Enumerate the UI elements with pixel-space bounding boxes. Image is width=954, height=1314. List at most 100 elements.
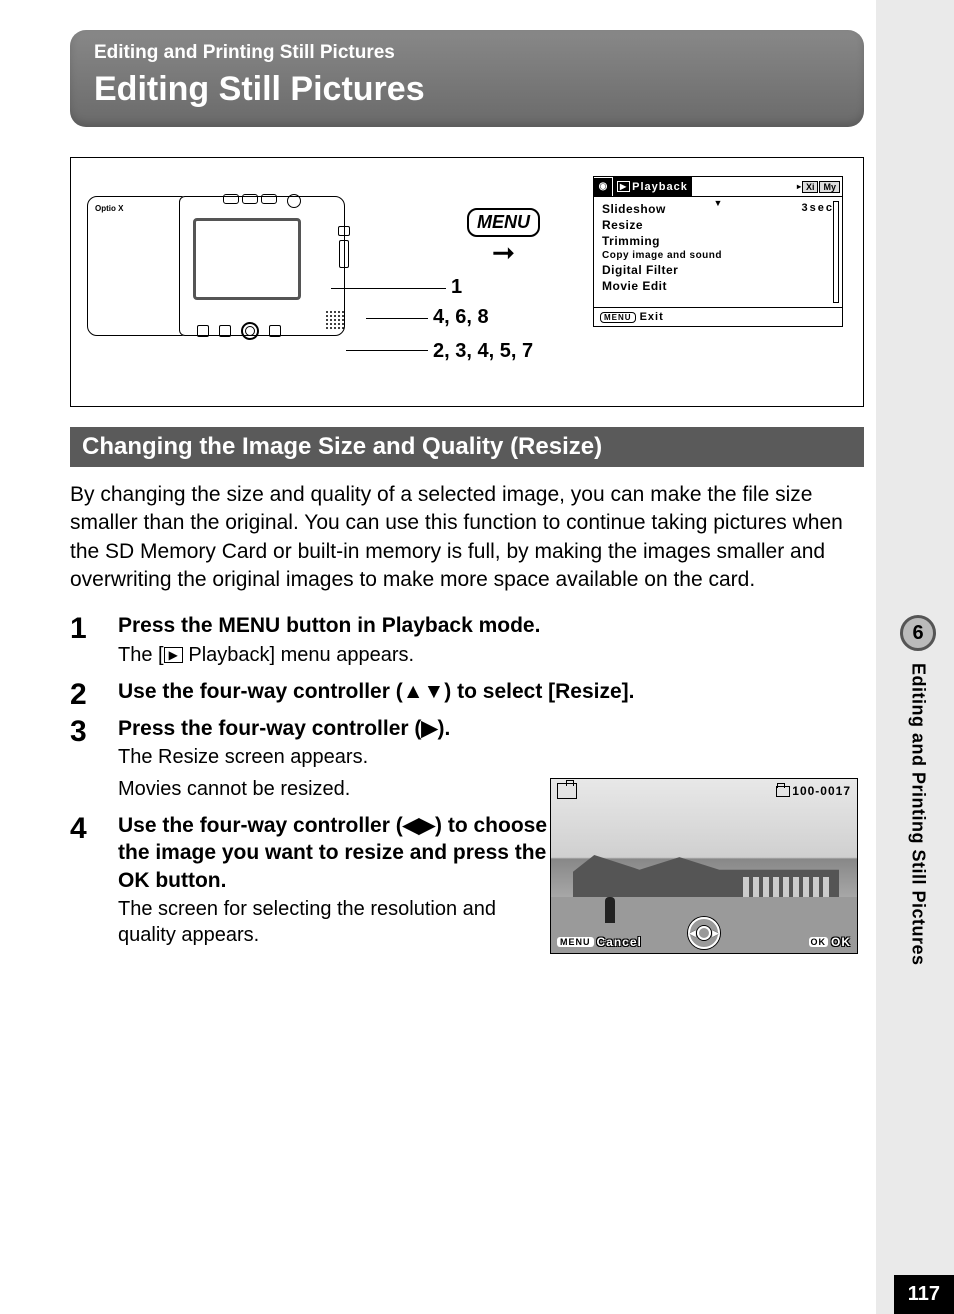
camera-top-buttons [223,194,277,204]
camera-illustration: Optio X [87,182,357,342]
menu-item-resize: Resize [602,217,834,233]
camera-top-button [261,194,277,204]
side-chapter-tab: 6 Editing and Printing Still Pictures [882,615,954,966]
header-subtitle: Editing and Printing Still Pictures [94,42,840,64]
chapter-number-circle: 6 [900,615,936,651]
step-body: Use the four-way controller (▲▼) to sele… [118,678,864,711]
step-description: The Resize screen appears. [118,744,548,770]
lcd-footer: MENU Exit [594,307,842,326]
playback-tab-label: Playback [632,181,688,193]
step-desc-text: Playback] menu appears. [183,644,414,666]
camera-side-button [338,226,350,236]
camera-speaker-dots [325,310,345,330]
step-title-text: button in Playback mode. [280,614,540,637]
cancel-text: Cancel [597,935,642,949]
lcd-menu-screen: ◉ ▶ Playback ▸ Xi My ▼ Slideshow 3sec [593,176,843,327]
callout-line [331,288,446,289]
chapter-header: Editing and Printing Still Pictures Edit… [70,30,864,127]
menu-item-label: Slideshow [602,202,666,216]
tab-indicator-icon: ▸ [797,182,801,191]
callout-label-1: 1 [451,276,462,299]
ok-badge: OK [809,937,829,947]
intro-paragraph: By changing the size and quality of a se… [70,481,864,594]
lcd-menu-body: ▼ Slideshow 3sec Resize Trimming Copy im… [594,197,842,307]
resize-icon [557,783,577,799]
menu-item-trimming: Trimming [602,233,834,249]
page-number: 117 [894,1275,954,1314]
header-title: Editing Still Pictures [94,70,840,109]
camera-top-button [242,194,258,204]
lcd-tab-xi: Xi [802,181,819,193]
camera-lcd [193,218,301,300]
camera-top-button [223,194,239,204]
menu-item-movie-edit: Movie Edit [602,278,834,294]
menu-badge: MENU [600,312,636,323]
diagram-container: Optio X 1 4, 6, 8 2, 3, [70,157,864,407]
callout-line [366,318,428,319]
folder-number: 100-0017 [792,784,851,798]
step-body: Press the four-way controller (▶). The R… [118,715,548,808]
step-number: 3 [70,715,118,808]
step-title: Use the four-way controller (◀▶) to choo… [118,812,548,894]
section-heading: Changing the Image Size and Quality (Res… [70,427,864,467]
playback-tab: ▶ Playback [613,177,692,196]
step-title-text: button. [150,869,227,892]
menu-item-label: Copy image and sound [602,250,722,261]
step-body: Press the MENU button in Playback mode. … [118,612,864,673]
chapter-side-label: Editing and Printing Still Pictures [908,663,929,966]
preview-windows [743,877,833,897]
step-number: 4 [70,812,118,954]
camera-bottom-icon [269,325,281,337]
step-description: Movies cannot be resized. [118,776,548,802]
callout-label-2: 4, 6, 8 [433,306,489,329]
step-title: Press the MENU button in Playback mode. [118,612,864,639]
preview-bottom-row: MENU Cancel OK OK [557,935,851,949]
step-title: Press the four-way controller (▶). [118,715,548,742]
step-number: 2 [70,678,118,711]
lcd-right-tabs: ▸ Xi My [797,181,842,193]
step-title-text: Press the [118,614,218,637]
step-1: 1 Press the MENU button in Playback mode… [70,612,864,673]
lcd-tab-my: My [819,181,840,193]
step-2: 2 Use the four-way controller (▲▼) to se… [70,678,864,711]
step-title: Use the four-way controller (▲▼) to sele… [118,678,864,705]
menu-item-label: Movie Edit [602,279,667,293]
menu-item-value: 3sec [802,202,834,216]
menu-button-label: MENU [467,208,540,237]
step-body: Use the four-way controller (◀▶) to choo… [118,812,548,954]
preview-top-row: 100-0017 [557,783,851,799]
cancel-label: MENU Cancel [557,935,642,949]
camera-bottom-controls [197,322,281,340]
callout-label-3: 2, 3, 4, 5, 7 [433,340,533,363]
menu-item-copy: Copy image and sound [602,249,834,262]
playback-icon: ▶ [164,647,183,663]
image-preview: 100-0017 MENU Cancel OK OK [550,778,858,954]
step-description: The screen for selecting the resolution … [118,896,548,948]
folder-icon [776,786,790,797]
lcd-exit-label: Exit [640,311,664,323]
playback-icon: ▶ [617,181,630,192]
lcd-scrollbar [833,201,839,303]
camera-dpad [241,322,259,340]
camera-bottom-icon [197,325,209,337]
menu-button-arrow-group: MENU ➞ [467,208,540,267]
preview-person [605,897,615,923]
camera-body-left [87,196,187,336]
menu-word: MENU [218,614,280,637]
ok-word: OK [118,869,150,892]
scroll-down-icon: ▼ [714,198,723,208]
menu-item-label: Resize [602,218,643,232]
arrow-right-icon: ➞ [492,239,515,267]
step-title-text: Use the four-way controller (◀▶) to choo… [118,814,547,864]
camera-bottom-icon [219,325,231,337]
step-desc-text: The [ [118,644,164,666]
camera-shutter [287,194,301,208]
lcd-header: ◉ ▶ Playback ▸ Xi My [594,177,842,197]
menu-item-label: Trimming [602,234,660,248]
callout-line [346,350,428,351]
menu-badge: MENU [557,937,594,947]
menu-item-label: Digital Filter [602,263,678,277]
camera-brand-label: Optio X [95,204,123,213]
ok-label: OK OK [809,935,852,949]
camera-side-controls [335,226,353,296]
